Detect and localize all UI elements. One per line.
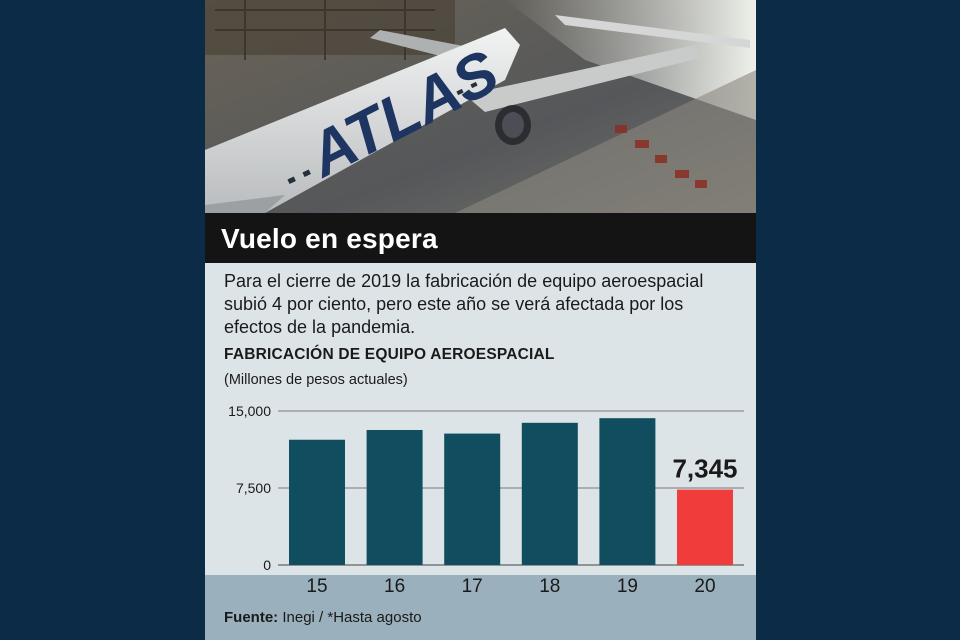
- data-label: 7,345: [672, 454, 737, 484]
- source-line: Fuente: Inegi / *Hasta agosto: [224, 609, 422, 626]
- bar: [677, 489, 733, 565]
- source-label: Fuente:: [224, 609, 279, 626]
- bar: [366, 429, 423, 565]
- headline: Vuelo en espera: [221, 223, 438, 254]
- headline-bar: Vuelo en espera: [205, 213, 756, 263]
- footer-bar: Fuente: Inegi / *Hasta agosto: [205, 575, 756, 640]
- bar: [289, 439, 345, 565]
- x-tick-label: 15: [306, 576, 328, 597]
- bar: [521, 422, 578, 565]
- x-tick-label: 20: [694, 576, 716, 597]
- chart-title: FABRICACIÓN DE EQUIPO AEROESPACIAL: [224, 346, 555, 363]
- photo-illustration: ATLAS: [205, 0, 756, 213]
- x-tick-label: 17: [461, 576, 483, 597]
- x-tick-label: 16: [384, 576, 406, 597]
- infographic-card: ATLAS Vuelo en espera Para el cierre de …: [205, 0, 756, 640]
- bar-chart: 0 7,500 15,000 7,345: [228, 403, 744, 573]
- x-tick-label: 18: [539, 576, 561, 597]
- y-tick-label: 15,000: [228, 403, 271, 419]
- source-text: Inegi / *Hasta agosto: [278, 609, 422, 626]
- bar: [444, 433, 501, 565]
- body-text: Para el cierre de 2019 la fabricación de…: [224, 271, 704, 337]
- y-tick-label: 7,500: [236, 480, 271, 496]
- bar: [599, 418, 656, 565]
- airplane-hangar-photo: ATLAS: [205, 0, 756, 213]
- x-tick-label: 19: [616, 576, 638, 597]
- y-tick-label: 0: [263, 557, 271, 573]
- chart-unit-label: (Millones de pesos actuales): [224, 372, 408, 388]
